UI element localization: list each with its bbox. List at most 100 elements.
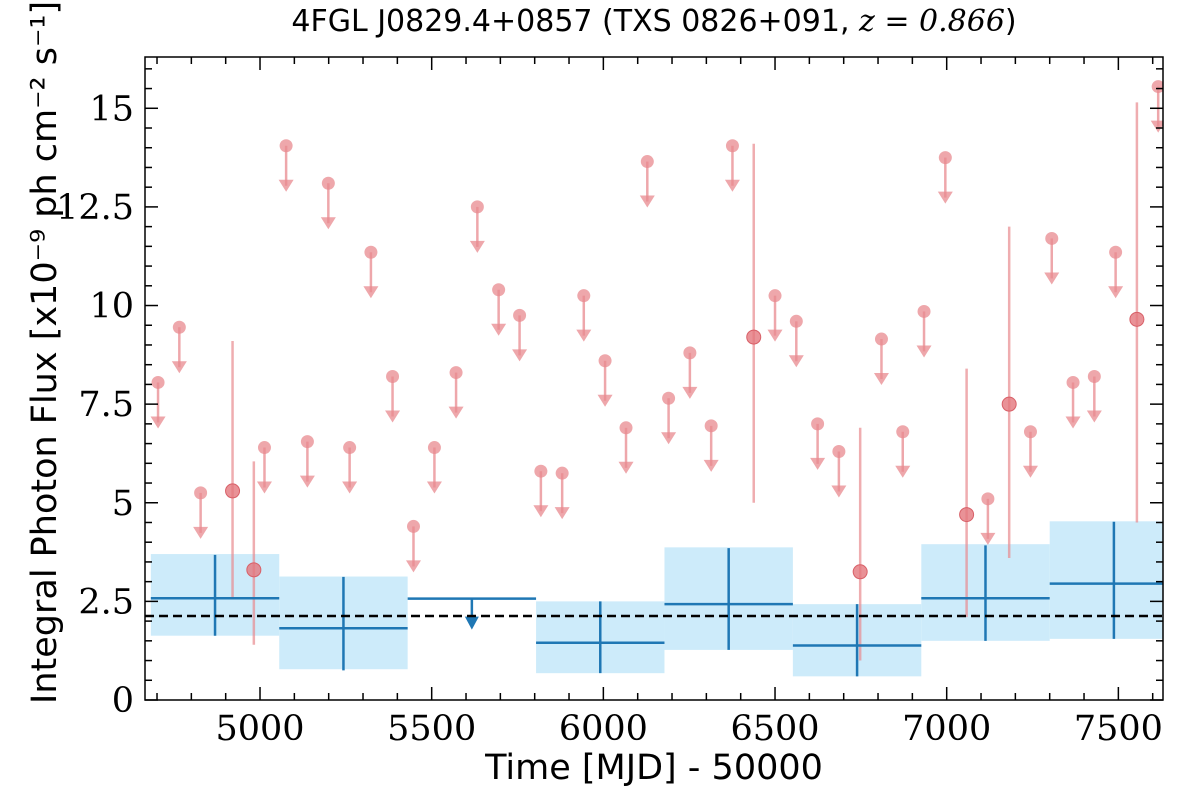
upper-limit-marker bbox=[1023, 425, 1037, 439]
upper-limit-arrow bbox=[767, 329, 783, 342]
upper-limit-marker bbox=[470, 200, 484, 214]
short-bin-detection bbox=[1129, 102, 1145, 523]
upper-limit-arrow bbox=[597, 394, 613, 407]
long-bin-upper-limit bbox=[407, 597, 537, 630]
upper-limit-marker bbox=[662, 391, 676, 405]
short-bin-upper-limit bbox=[661, 391, 677, 445]
short-bin-detection bbox=[225, 341, 241, 598]
upper-limit-marker bbox=[194, 486, 208, 500]
short-bin-upper-limit bbox=[448, 366, 464, 419]
upper-limit-marker bbox=[1066, 375, 1080, 389]
short-bin-upper-limit bbox=[873, 332, 889, 386]
upper-limit-marker bbox=[1109, 245, 1123, 259]
upper-limit-marker bbox=[811, 417, 825, 431]
upper-limit-marker bbox=[1151, 80, 1163, 94]
long-bin-flux bbox=[536, 601, 665, 674]
short-bin-upper-limit bbox=[703, 419, 719, 472]
short-bin-upper-limit bbox=[193, 486, 209, 539]
upper-limit-arrow bbox=[299, 475, 315, 488]
short-bin-upper-limit bbox=[171, 320, 187, 374]
y-tick-label: 12.5 bbox=[56, 188, 134, 228]
upper-limit-marker bbox=[343, 441, 357, 455]
x-tick-label: 6000 bbox=[559, 709, 648, 749]
upper-limit-marker bbox=[386, 370, 400, 384]
upper-limit-marker bbox=[427, 441, 441, 455]
upper-limit-arrow bbox=[278, 179, 294, 192]
upper-limit-marker bbox=[1087, 370, 1101, 384]
short-bin-upper-limit bbox=[426, 441, 442, 494]
upper-limit-arrow bbox=[980, 532, 996, 545]
short-bin-upper-limit bbox=[342, 441, 358, 494]
upper-limit-arrow bbox=[831, 485, 847, 498]
short-bin-upper-limit bbox=[831, 444, 847, 498]
short-bin-upper-limit bbox=[980, 492, 996, 545]
short-bin-upper-limit bbox=[554, 466, 570, 520]
upper-limit-marker bbox=[364, 245, 378, 259]
upper-limit-marker bbox=[406, 519, 420, 533]
short-bin-upper-limit bbox=[150, 375, 166, 429]
upper-limit-arrow bbox=[682, 386, 698, 399]
short-bin-upper-limit bbox=[1150, 80, 1163, 133]
upper-limit-marker bbox=[896, 425, 910, 439]
short-bin-upper-limit bbox=[363, 245, 379, 299]
upper-limit-marker bbox=[789, 314, 803, 328]
upper-limit-marker bbox=[321, 176, 335, 190]
upper-limit-marker bbox=[981, 492, 995, 506]
short-bin-upper-limit bbox=[618, 421, 634, 474]
upper-limit-arrow bbox=[1065, 416, 1081, 429]
long-bin-flux bbox=[150, 554, 280, 636]
long-bin-band bbox=[1049, 521, 1163, 639]
upper-limit-arrow bbox=[320, 217, 336, 230]
x-tick-label: 5000 bbox=[215, 709, 304, 749]
upper-limit-marker bbox=[725, 139, 739, 153]
y-tick-label: 2.5 bbox=[78, 582, 134, 622]
chart-title: 4FGL J0829.4+0857 (TXS 0826+091, z = 0.8… bbox=[145, 4, 1163, 39]
x-axis-label: Time [MJD] - 50000 bbox=[485, 748, 823, 788]
upper-limit-arrow bbox=[256, 481, 272, 494]
long-bin-flux bbox=[792, 604, 922, 677]
short-bin-upper-limit bbox=[597, 354, 613, 407]
upper-limit-arrow bbox=[703, 459, 719, 472]
upper-limit-arrow bbox=[512, 349, 528, 362]
upper-limit-arrow bbox=[788, 355, 804, 368]
short-bin-upper-limit bbox=[1044, 231, 1060, 285]
short-bin-upper-limit bbox=[320, 176, 336, 230]
y-tick-label: 10 bbox=[89, 287, 134, 327]
upper-limit-marker bbox=[257, 441, 271, 455]
upper-limit-arrow bbox=[150, 416, 166, 429]
upper-limit-arrow bbox=[1086, 410, 1102, 423]
upper-limit-marker bbox=[172, 320, 186, 334]
upper-limit-arrow bbox=[639, 195, 655, 208]
detection-marker bbox=[246, 562, 262, 578]
upper-limit-marker bbox=[492, 283, 506, 297]
upper-limit-arrow bbox=[554, 507, 570, 520]
short-bin-upper-limit bbox=[405, 519, 421, 573]
upper-limit-marker bbox=[513, 308, 527, 322]
upper-limit-marker bbox=[577, 289, 591, 303]
x-tick-label: 7500 bbox=[1074, 709, 1163, 749]
y-tick-label: 15 bbox=[89, 89, 134, 129]
upper-limit-marker bbox=[619, 421, 633, 435]
x-tick-label: 6500 bbox=[730, 709, 819, 749]
upper-limit-marker bbox=[279, 139, 293, 153]
upper-limit-arrow bbox=[385, 410, 401, 423]
long-bin-flux bbox=[279, 576, 408, 671]
upper-limit-arrow bbox=[448, 406, 464, 419]
upper-limit-arrow bbox=[937, 191, 953, 204]
detection-marker bbox=[1129, 311, 1145, 327]
upper-limit-arrow bbox=[1150, 120, 1163, 133]
short-bin-upper-limit bbox=[299, 435, 315, 488]
upper-limit-marker bbox=[704, 419, 718, 433]
upper-limit-marker bbox=[534, 464, 548, 478]
upper-limit-marker bbox=[555, 466, 569, 480]
upper-limit-arrow bbox=[469, 240, 485, 253]
chart-title-redshift: z = 0.866 bbox=[859, 4, 1005, 39]
long-bin-flux bbox=[1049, 521, 1163, 639]
short-bin-detection bbox=[746, 143, 762, 503]
short-bin-upper-limit bbox=[1086, 370, 1102, 423]
short-bin-upper-limit bbox=[491, 283, 507, 336]
upper-limit-arrow bbox=[193, 526, 209, 539]
short-bin-upper-limit bbox=[916, 304, 932, 358]
upper-limit-arrow bbox=[576, 329, 592, 342]
y-tick-label: 0 bbox=[112, 681, 134, 721]
